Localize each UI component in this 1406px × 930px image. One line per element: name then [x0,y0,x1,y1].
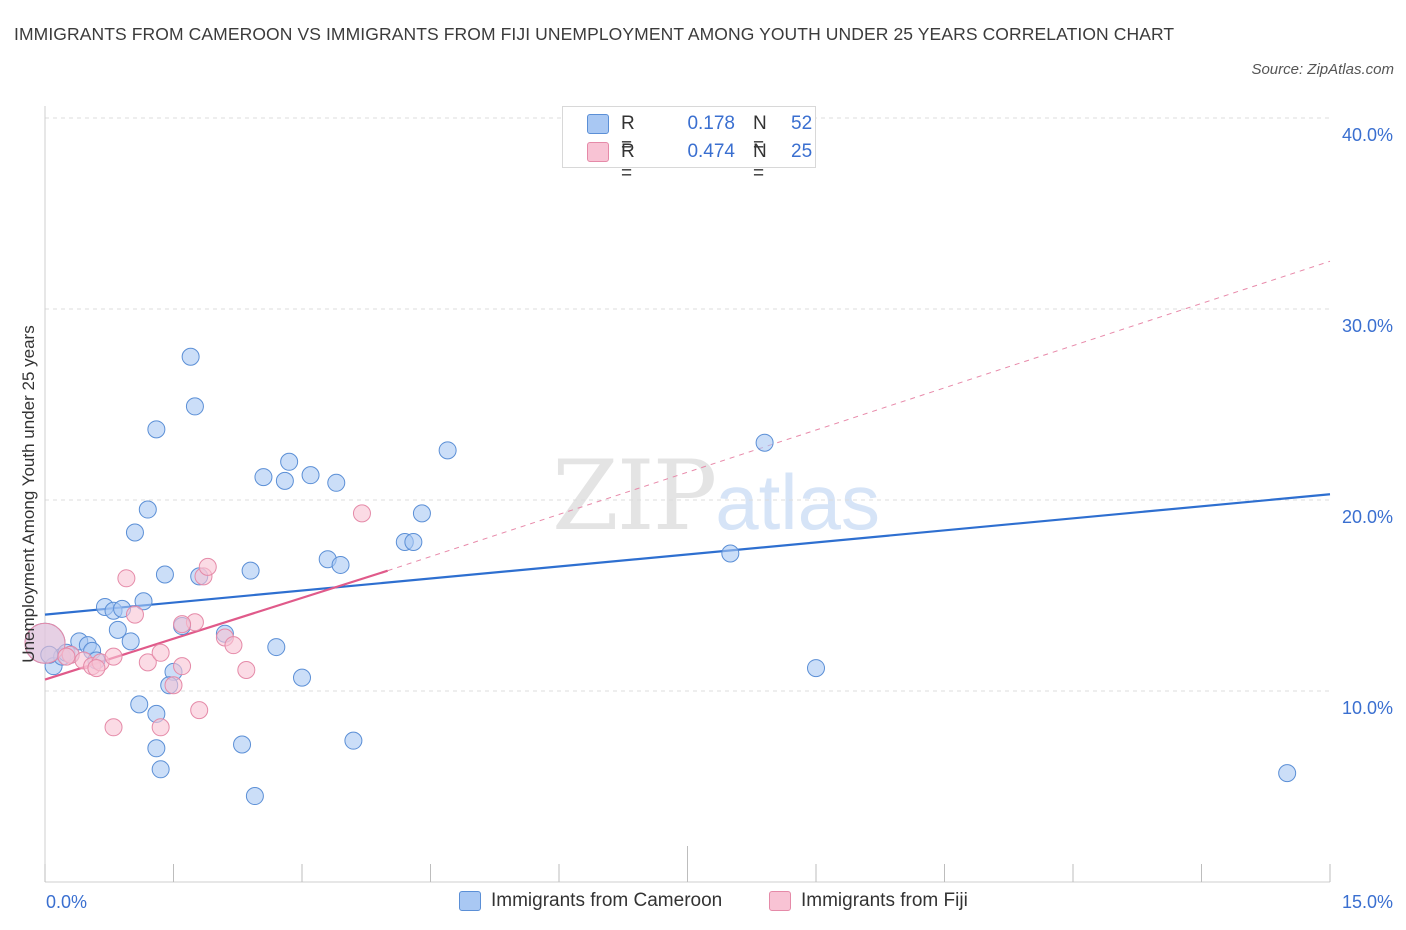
cameroon-point [275,471,294,490]
r-value: 0.178 [687,113,735,134]
legend-swatch-fiji [769,891,791,911]
cameroon-point [327,473,346,492]
cameroon-point [755,433,774,452]
fiji-point [104,718,123,737]
trend-lines [44,260,1331,681]
fiji-point [57,647,76,666]
cameroon-point [134,592,153,611]
cameroon-point [301,466,320,485]
cameroon-point [438,441,457,460]
watermark: ZIPatlas [552,440,880,552]
y-tick-label: 20.0% [1342,507,1393,527]
fiji-point [87,659,106,678]
fiji-point [151,643,170,662]
cameroon-point [267,638,286,657]
source-label: Source: ZipAtlas.com [1251,61,1394,78]
data-points [24,347,1297,806]
cameroon-point [185,397,204,416]
n-label: N = [753,141,767,184]
legend-label-cameroon: Immigrants from Cameroon [491,890,723,911]
cameroon-point [1278,764,1297,783]
legend-swatch-cameroon [459,891,481,911]
cameroon-point [245,787,264,806]
fiji-point [198,557,217,576]
cameroon-point [108,620,127,639]
fiji-point [173,615,192,634]
y-tick-label: 30.0% [1342,316,1393,336]
cameroon-point [241,561,260,580]
cameroon-point [130,695,149,714]
cameroon-point [721,544,740,563]
fiji-point [164,676,183,695]
fiji-point [190,701,209,720]
cameroon-point [147,739,166,758]
axes [44,106,1331,883]
cameroon-point [280,452,299,471]
n-value: 52 [791,113,813,134]
cameroon-point [293,668,311,687]
cameroon-trend-line [44,493,1331,616]
cameroon-point [125,523,144,542]
y-axis-label: Unemployment Among Youth under 25 years [19,325,38,662]
watermark-zip: ZIP [552,440,717,552]
fiji-point [117,569,136,588]
cameroon-point [404,533,423,552]
fiji-point [104,647,123,666]
y-tick-label: 40.0% [1342,125,1393,145]
fiji-point [237,660,256,679]
fiji-point [352,504,371,523]
cameroon-point [412,504,431,523]
legend-swatch-fiji [587,142,609,162]
cameroon-point [147,420,166,439]
fiji-trend-extension [387,260,1331,572]
n-label: N = [753,113,767,156]
gridlines [45,117,1330,692]
cameroon-point [807,659,825,678]
fiji-point [224,636,243,655]
tick-labels: 10.0% 20.0% 30.0% 40.0% 0.0% 15.0% [46,125,1393,912]
r-value: 0.474 [687,141,735,162]
fiji-point [138,653,157,672]
n-value: 25 [791,141,813,162]
x-tick-label: 0.0% [46,892,87,912]
x-tick-label: 15.0% [1342,892,1393,912]
r-label: R = [621,141,635,184]
fiji-point [151,718,170,737]
chart-title: IMMIGRANTS FROM CAMEROON VS IMMIGRANTS F… [14,24,1175,44]
cameroon-point [155,565,174,584]
r-label: R = [621,113,635,156]
cameroon-point [331,555,350,574]
cameroon-point [344,731,363,750]
cameroon-point [233,735,252,754]
cameroon-point [181,347,200,366]
watermark-atlas: atlas [715,458,880,546]
cameroon-point [254,468,273,487]
legend-label-fiji: Immigrants from Fiji [801,890,968,911]
stats-legend: R = 0.178 N = 52 R = 0.474 N = 25 [562,106,816,184]
fiji-point [24,622,66,664]
fiji-point [125,605,144,624]
cameroon-point [138,500,157,519]
fiji-point [173,657,192,676]
cameroon-point [151,760,170,779]
legend-swatch-cameroon [587,114,609,134]
cameroon-point [121,632,140,651]
y-tick-label: 10.0% [1342,698,1393,718]
